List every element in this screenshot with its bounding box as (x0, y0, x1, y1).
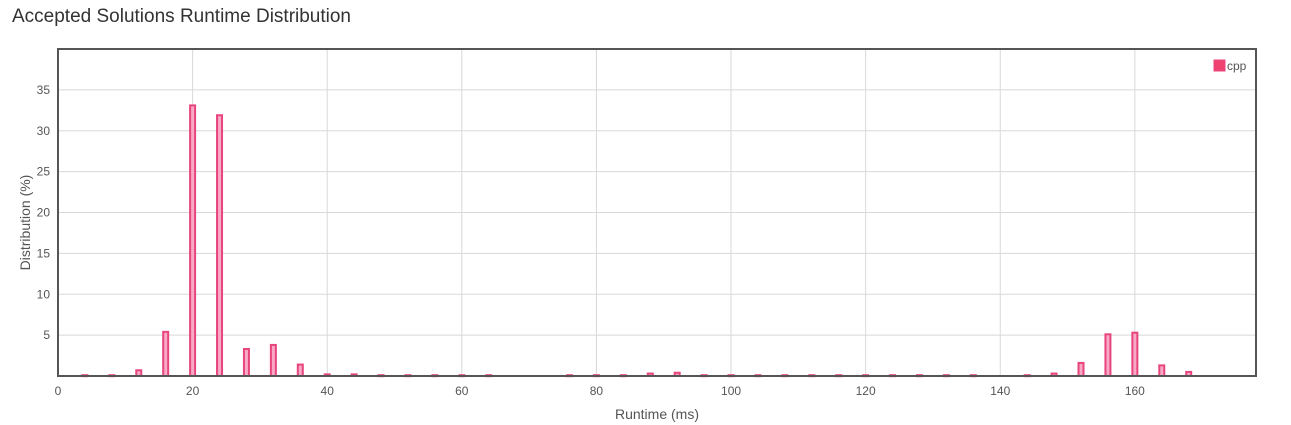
y-tick-label: 10 (37, 287, 51, 301)
x-tick-label: 0 (55, 384, 62, 398)
y-tick-label: 15 (37, 246, 51, 260)
y-tick-label: 5 (43, 328, 50, 342)
grid-lines (58, 49, 1256, 376)
bar[interactable] (269, 343, 277, 377)
bar[interactable] (162, 330, 170, 378)
x-tick-label: 40 (321, 384, 335, 398)
y-tick-labels: 5 10 15 20 25 30 35 (37, 83, 51, 342)
x-tick-label: 160 (1125, 384, 1145, 398)
chart-title: Accepted Solutions Runtime Distribution (12, 6, 352, 27)
bar[interactable] (189, 104, 197, 377)
bar[interactable] (216, 114, 224, 377)
x-tick-label: 60 (455, 384, 469, 398)
plot-frame (57, 48, 1257, 377)
x-axis-label: Runtime (ms) (615, 406, 699, 422)
bars (81, 104, 1193, 378)
y-tick-label: 30 (37, 124, 51, 138)
x-tick-label: 140 (990, 384, 1010, 398)
bar[interactable] (242, 348, 250, 377)
bar[interactable] (1131, 331, 1139, 377)
bar[interactable] (1158, 364, 1166, 377)
legend-swatch (1213, 59, 1226, 72)
y-axis-label: Distribution (%) (17, 175, 33, 271)
y-tick-label: 25 (37, 165, 51, 179)
x-tick-label: 100 (721, 384, 741, 398)
y-tick-label: 20 (37, 206, 51, 220)
x-tick-label: 120 (856, 384, 876, 398)
x-tick-labels: 0 20 40 60 80 100 120 140 160 (55, 384, 1146, 398)
legend[interactable]: cpp (1213, 59, 1247, 73)
y-tick-label: 35 (37, 83, 51, 97)
bar[interactable] (1077, 361, 1085, 378)
bar[interactable] (296, 363, 304, 377)
legend-label: cpp (1227, 59, 1247, 73)
x-tick-label: 80 (590, 384, 604, 398)
bar[interactable] (1104, 333, 1112, 377)
x-tick-label: 20 (186, 384, 200, 398)
